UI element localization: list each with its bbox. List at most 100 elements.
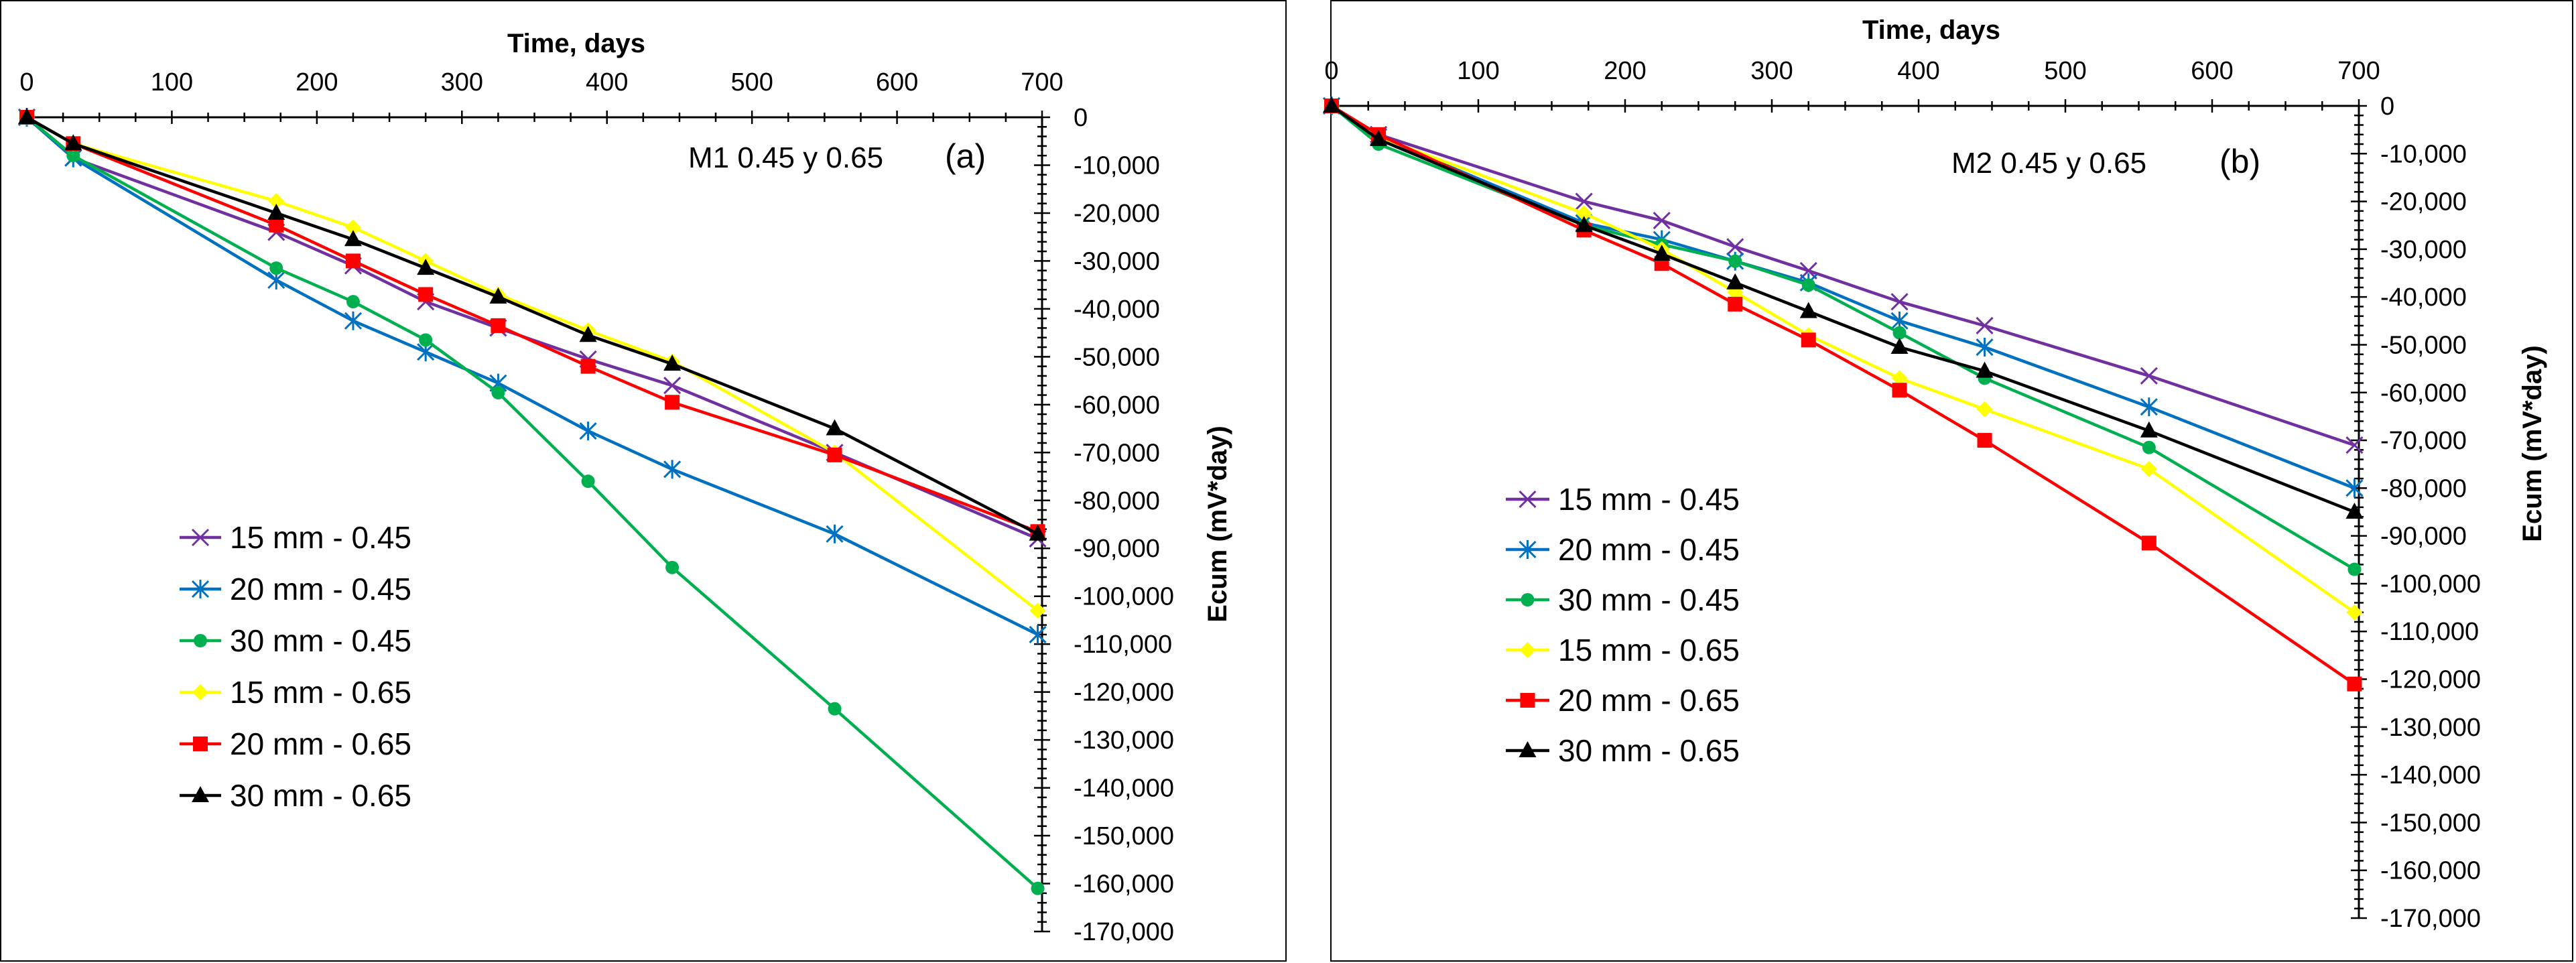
series-5-point <box>1728 296 1743 312</box>
legend-label: 30 mm - 0.65 <box>230 778 411 813</box>
series-line-3 <box>1330 105 2356 571</box>
series-3-point <box>1728 254 1742 268</box>
series-line-1 <box>1330 105 2356 447</box>
series-1-point <box>1575 192 1593 210</box>
legend-label: 15 mm - 0.45 <box>230 520 411 555</box>
series-2-point <box>1976 338 1994 357</box>
y-tick-label: -20,000 <box>1074 200 1160 228</box>
series-6-point <box>2140 421 2158 438</box>
series-5-point <box>2347 676 2362 692</box>
legend-swatch-marker <box>191 528 210 547</box>
y-tick-label: -80,000 <box>1074 487 1160 515</box>
y-tick-label: -10,000 <box>2380 140 2467 168</box>
annotation-label: M1 0.45 y 0.65 <box>688 141 883 174</box>
x-tick-label: 400 <box>1897 57 1939 85</box>
panel-label: (a) <box>945 137 986 175</box>
series-line-2 <box>1330 105 2356 490</box>
chart-a-svg: 0 100 200 300 400 500 600 700 Time, days 0 -10,000… <box>0 0 1287 962</box>
y-axis-title: Ecum (mV*day) <box>1203 426 1232 622</box>
series-4-point <box>1976 401 1993 418</box>
x-tick-label: 700 <box>2337 57 2380 85</box>
series-1-point <box>2140 367 2158 385</box>
series-3-point <box>66 149 80 163</box>
y-tick-label: -140,000 <box>2380 761 2481 789</box>
legend-label: 20 mm - 0.65 <box>1558 683 1740 718</box>
legend-label: 20 mm - 0.45 <box>1558 532 1740 567</box>
x-tick-label: 700 <box>1021 68 1063 97</box>
series-3-point <box>269 261 283 275</box>
x-tick-label: 600 <box>876 68 918 97</box>
y-tick-label: -70,000 <box>2380 427 2467 455</box>
series-5-point <box>418 287 434 302</box>
chart-panel-a: 0 100 200 300 400 500 600 700 Time, days 0 -10,000… <box>0 0 1287 962</box>
legend-swatch-marker <box>1519 741 1537 757</box>
series-line-4 <box>25 116 1039 612</box>
legend-swatch-marker <box>191 580 210 598</box>
series-6-point <box>1029 524 1047 541</box>
series-2-point <box>826 524 844 543</box>
series-6-point <box>1575 216 1593 233</box>
series-5-point <box>345 253 361 269</box>
y-tick-label: -120,000 <box>1074 679 1174 707</box>
legend-label: 15 mm - 0.65 <box>230 675 411 710</box>
legend-swatch-marker <box>1519 540 1537 559</box>
series-3-point <box>581 474 595 489</box>
legend-label: 30 mm - 0.45 <box>230 623 411 658</box>
series-3-point <box>346 295 360 309</box>
x-tick-label: 400 <box>586 68 628 97</box>
series-6-point <box>1653 245 1671 261</box>
y-axis-title: Ecum (mV*day) <box>2518 345 2547 541</box>
series-4-point <box>1891 370 1908 387</box>
y-tick-label: -90,000 <box>2380 523 2467 551</box>
series-5-point <box>269 217 284 233</box>
series-4-point <box>2140 460 2157 477</box>
y-tick-label: -20,000 <box>2380 188 2467 216</box>
y-tick-label: -60,000 <box>2380 379 2467 407</box>
series-3-point <box>2347 562 2362 576</box>
y-tick-label: -90,000 <box>1074 535 1160 563</box>
series-1-point <box>1890 293 1909 311</box>
x-tick-label: 0 <box>1324 57 1338 85</box>
x-axis-title: Time, days <box>1862 15 2000 45</box>
series-5-point <box>827 447 842 462</box>
series-6-point <box>1370 129 1388 146</box>
series-5-point <box>665 395 680 410</box>
series-6-point <box>1799 302 1817 318</box>
series-6-point <box>267 203 285 220</box>
chart-frame <box>0 0 1287 962</box>
y-tick-label: -150,000 <box>2380 809 2481 837</box>
legend-label: 30 mm - 0.45 <box>1558 582 1740 617</box>
y-tick-label: -170,000 <box>2380 905 2481 933</box>
y-tick-label: -110,000 <box>2380 618 2479 646</box>
series-3-point <box>419 333 433 347</box>
x-tick-label: 200 <box>1604 57 1646 85</box>
series-4-point <box>344 219 361 236</box>
series-5-point <box>1801 332 1816 348</box>
x-tick-label: 500 <box>2044 57 2086 85</box>
series-3-point <box>2142 440 2156 454</box>
y-tick-label: -50,000 <box>2380 331 2467 359</box>
series-6-point <box>344 230 362 247</box>
y-tick-label: -30,000 <box>2380 236 2467 264</box>
series-5-point <box>491 318 506 333</box>
chart-panel-b: 0 100 200 300 400 500 600 700 Time, days 0 -10,000… <box>1288 0 2576 963</box>
series-3-point <box>665 560 680 574</box>
series-2-point <box>663 460 682 479</box>
y-tick-label: 0 <box>2380 92 2394 121</box>
series-6-point <box>64 134 82 151</box>
y-tick-label: -80,000 <box>2380 474 2467 503</box>
series-6-point <box>1890 338 1909 355</box>
x-tick-label: 200 <box>296 68 338 97</box>
series-1-point <box>1726 238 1744 256</box>
x-tick-label: 0 <box>19 68 34 97</box>
series-6-point <box>1323 97 1340 113</box>
annotation-label: M2 0.45 y 0.65 <box>1951 147 2146 180</box>
y-tick-label: 0 <box>1074 104 1088 132</box>
x-axis-title: Time, days <box>507 29 645 58</box>
y-tick-label: -150,000 <box>1074 822 1174 850</box>
series-4-point <box>268 193 285 210</box>
x-tick-label: 100 <box>151 68 193 97</box>
y-tick-label: -50,000 <box>1074 343 1160 371</box>
series-6-point <box>579 326 597 342</box>
series-6-point <box>826 419 844 436</box>
